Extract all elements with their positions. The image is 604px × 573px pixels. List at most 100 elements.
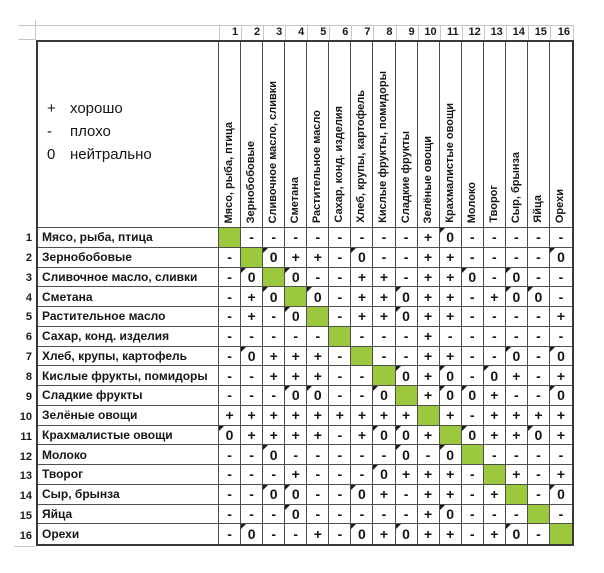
column-number: 4 [286, 25, 309, 40]
zero-corner-marker [285, 307, 291, 312]
row-number-strip: 1 2 3 4 5 6 7 8 9 10 11 12 13 14 15 16 [12, 228, 34, 546]
matrix-value: 0 [291, 268, 300, 285]
legend-label: плохо [70, 123, 111, 140]
guide-line-top [18, 25, 574, 26]
matrix-cell: - [549, 504, 572, 525]
zero-corner-marker [395, 366, 401, 372]
matrix-value: + [424, 308, 433, 325]
matrix-cell: - [241, 366, 264, 386]
guide-line-number-row-bottom [18, 39, 36, 40]
matrix-value: + [379, 486, 389, 503]
matrix-value: - [514, 446, 519, 463]
matrix-cell: + [307, 247, 330, 268]
matrix-cell: - [461, 524, 484, 544]
matrix-value: - [315, 268, 321, 285]
matrix-value: 0 [247, 347, 256, 364]
matrix-value: - [403, 347, 409, 364]
self-cell [527, 504, 550, 525]
matrix-cell: - [241, 445, 264, 465]
matrix-value: + [335, 407, 344, 424]
row-label-cell: Сладкие фрукты [38, 386, 219, 406]
matrix-value: + [446, 347, 455, 364]
matrix-value: + [424, 229, 433, 246]
row-label-cell: Сахар, конд. изделия [38, 326, 219, 347]
guide-line-bottom [14, 546, 36, 547]
row-label: Орехи [42, 527, 80, 542]
row-label: Зелёные овощи [42, 408, 138, 423]
row-number: 9 [25, 390, 32, 403]
matrix-value: - [249, 505, 254, 522]
matrix-cell: + [307, 346, 330, 367]
column-number: 3 [264, 25, 287, 40]
matrix-value: - [249, 387, 254, 404]
matrix-value: + [424, 466, 433, 483]
row-label: Хлеб, крупы, картофель [42, 348, 187, 363]
col-header-cell: Сахар, конд. изделия [329, 42, 352, 228]
matrix-value: + [534, 407, 543, 424]
matrix-value: - [337, 308, 343, 325]
matrix-cell: 0 [263, 287, 286, 307]
matrix-value: 0 [269, 446, 278, 463]
matrix-value: - [315, 446, 321, 463]
matrix-cell: + [285, 346, 308, 367]
matrix-value: + [424, 288, 433, 305]
matrix-value: - [337, 249, 343, 266]
matrix-cell: + [373, 524, 396, 544]
matrix-value: - [558, 229, 564, 246]
row-label-cell: Крахмалистые овощи [38, 425, 219, 446]
matrix-value: - [271, 229, 276, 246]
matrix-value: - [271, 387, 276, 404]
matrix-cell: - [505, 386, 528, 406]
matrix-value: - [337, 367, 343, 384]
matrix-cell: - [263, 326, 286, 347]
matrix-value: - [558, 505, 564, 522]
matrix-cell: + [241, 287, 264, 307]
matrix-value: - [227, 486, 232, 503]
matrix-cell: + [417, 307, 440, 327]
matrix-cell: 0 [505, 287, 528, 307]
matrix-value: + [556, 466, 566, 483]
matrix-cell: + [439, 524, 462, 544]
matrix-value: + [424, 486, 433, 503]
matrix-cell: - [219, 346, 242, 367]
matrix-value: - [359, 328, 365, 345]
row-label-cell: Зернобобовые [38, 247, 219, 268]
matrix-value: + [556, 426, 566, 443]
matrix-cell: - [505, 307, 528, 327]
row-label-cell: Молоко [38, 445, 219, 465]
matrix-value: 0 [557, 486, 565, 503]
matrix-cell: + [439, 247, 462, 268]
row-label: Сливочное масло, сливки [42, 269, 198, 284]
column-number: 1 [220, 25, 243, 40]
matrix-value: + [556, 407, 566, 424]
self-cell [307, 307, 330, 327]
matrix-cell: 0 [439, 445, 462, 465]
matrix-cell: - [241, 228, 264, 248]
matrix-cell: - [527, 228, 550, 248]
matrix-value: - [271, 328, 276, 345]
row-number: 6 [25, 331, 32, 344]
matrix-cell: - [483, 307, 506, 327]
matrix-cell: - [329, 386, 352, 406]
matrix-cell: - [483, 504, 506, 525]
matrix-value: 0 [446, 367, 455, 384]
matrix-cell: + [285, 247, 308, 268]
matrix-value: 0 [269, 486, 278, 503]
row-label: Сахар, конд. изделия [42, 329, 170, 344]
matrix-value: 0 [468, 387, 477, 404]
matrix-cell: - [219, 326, 242, 347]
matrix-value: 0 [557, 347, 565, 364]
legend-symbol: 0 [47, 146, 56, 163]
matrix-cell: - [263, 524, 286, 544]
matrix-value: - [425, 446, 431, 463]
matrix-cell: - [395, 484, 418, 505]
matrix-cell: - [307, 445, 330, 465]
matrix-cell: + [549, 465, 572, 485]
row-label-cell: Мясо, рыба, птица [38, 228, 219, 248]
matrix-cell: - [527, 484, 550, 505]
zero-corner-marker [307, 287, 313, 293]
matrix-cell: + [263, 405, 286, 426]
matrix-cell: + [549, 307, 572, 327]
matrix-cell: - [307, 228, 330, 248]
col-header-label: Хлеб, крупы, картофель [355, 90, 368, 223]
